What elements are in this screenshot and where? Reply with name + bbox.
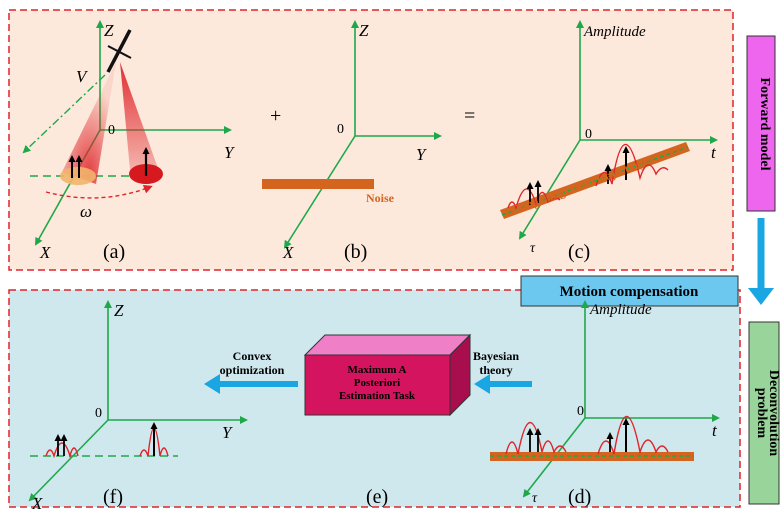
plus-operator: + <box>270 105 281 127</box>
panel-c-axes <box>500 20 718 240</box>
panel-b-axes <box>262 20 442 249</box>
panel-f-x-label: X <box>31 494 43 513</box>
map-label-line1: Maximum A <box>348 364 407 376</box>
panel-b-z-label: Z <box>359 21 369 40</box>
forward-model-label: Forward model <box>757 78 772 171</box>
deconvolution-label-line1: Deconvolution <box>766 370 781 457</box>
panel-a-label: (a) <box>103 241 125 263</box>
panel-d-amplitude-label: Amplitude <box>589 302 652 318</box>
panel-c-tau-label: τ <box>530 241 536 256</box>
convex-arrowhead <box>204 374 220 394</box>
panel-c-label: (c) <box>568 241 590 263</box>
panel-d-origin: 0 <box>577 404 584 419</box>
noise-label: Noise <box>366 191 395 205</box>
equals-operator: = <box>464 105 475 127</box>
bayesian-label-line2: theory <box>479 363 512 377</box>
panel-f-z-label: Z <box>114 301 124 320</box>
panel-a-radar-scene <box>22 20 232 246</box>
deconvolution-box <box>748 321 780 505</box>
panel-d-t-label: t <box>712 421 718 440</box>
velocity-label: V <box>76 67 89 86</box>
compensated-lobes-left <box>505 421 567 455</box>
panel-c-t-label: t <box>711 143 717 162</box>
panel-a-x-label: X <box>39 243 51 262</box>
aircraft-icon <box>106 29 132 73</box>
panel-e-label: (e) <box>366 486 388 508</box>
map-estimation-box <box>303 333 472 417</box>
panel-d-label: (d) <box>568 486 591 508</box>
panel-f-axes <box>28 300 248 502</box>
panel-d-axes <box>490 300 720 498</box>
panel-b-x-label: X <box>282 243 294 262</box>
omega-label: ω <box>80 202 92 221</box>
panel-a-y-label: Y <box>224 143 235 162</box>
panel-b-label: (b) <box>344 241 367 263</box>
rotation-arrow <box>45 184 153 199</box>
bayesian-label-line1: Bayesian <box>473 349 519 363</box>
downward-flow-arrowhead <box>748 288 774 305</box>
radar-beam-right <box>120 62 160 174</box>
deconvolution-label-line2: problem <box>754 388 769 439</box>
panel-c-amplitude-label: Amplitude <box>583 24 646 40</box>
map-label-line3: Estimation Task <box>339 390 416 402</box>
panel-b-origin: 0 <box>337 122 344 137</box>
panel-a-z-label: Z <box>104 21 114 40</box>
panel-c-origin: 0 <box>585 127 592 142</box>
noise-bar <box>262 179 374 189</box>
map-label-line2: Posteriori <box>354 377 400 389</box>
panel-d-tau-label: τ <box>532 491 538 506</box>
panel-f-origin: 0 <box>95 406 102 421</box>
panel-f-label: (f) <box>103 486 123 508</box>
deconvolved-lobes-left <box>45 442 79 459</box>
motion-compensation-text: Motion compensation <box>560 284 699 300</box>
panel-b-y-label: Y <box>416 145 427 164</box>
convex-label-line2: optimization <box>220 363 285 377</box>
echo-lobes-left <box>507 188 561 211</box>
bayesian-arrowhead <box>474 374 490 394</box>
convex-label-line1: Convex <box>233 349 272 363</box>
panel-f-y-label: Y <box>222 423 233 442</box>
forward-model-box <box>746 35 776 212</box>
panel-a-origin: 0 <box>108 123 115 138</box>
radar-beam-left <box>62 62 116 184</box>
